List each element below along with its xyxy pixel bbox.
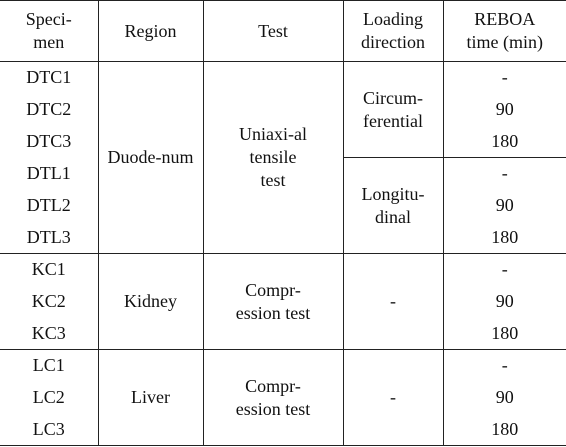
time-cell: - <box>442 349 566 382</box>
table-row: LC1 Liver Compr-ession test - - <box>0 349 566 446</box>
direction-cell: - <box>342 253 443 350</box>
header-cell: Loading direction <box>342 0 443 62</box>
time-cell: - <box>442 253 566 286</box>
specimen-cell: DTC2 <box>26 99 72 119</box>
cell-line: ferential <box>363 110 423 131</box>
region-cell: Duode-num <box>97 61 203 254</box>
table-body: DTC1 Duode-num Uniaxi-al tensile test Circum-… <box>0 61 566 446</box>
test-cell: Compr-ession test <box>202 349 343 446</box>
specimen-cell: DTL3 <box>26 226 71 247</box>
direction-cell: Circum-ferential <box>342 61 443 158</box>
specimen-cell: KC3 <box>31 322 66 343</box>
header-cell: Region <box>97 0 203 62</box>
table-row: LC3 180 <box>0 413 566 446</box>
cell-line: - <box>390 291 396 311</box>
specimen-cell: LC2 <box>32 387 65 407</box>
specimen-cell: DTC3 <box>26 131 72 151</box>
specimen-cell: KC2 <box>31 291 66 311</box>
test-cell: Uniaxi-al tensile test <box>202 61 343 254</box>
time-cell: 180 <box>442 125 566 158</box>
time-cell: 90 <box>442 189 566 222</box>
header-cell: Speci-men <box>0 0 98 62</box>
specimen-cell: DTC1 <box>0 61 98 94</box>
cell-line: - <box>390 387 396 407</box>
time-cell: 90 <box>442 285 566 318</box>
table-row: DTL1 Longitu-dinal - <box>0 157 566 254</box>
cell-line: Loading <box>363 9 423 29</box>
time-cell: 180 <box>442 413 566 446</box>
time-cell: 90 <box>442 381 566 414</box>
cell-line: Region <box>124 20 177 41</box>
cell-line: dinal <box>375 206 411 227</box>
cell-line: REBOA <box>474 9 536 29</box>
header-row: Speci-men Region Test Loading direction REBOA… <box>0 0 566 62</box>
cell-line: Test <box>258 20 288 41</box>
cell-line: Compr- <box>245 279 301 300</box>
cell-line: time (min) <box>466 32 543 52</box>
header-cell: REBOA time (min) <box>442 0 566 62</box>
specimen-cell: KC1 <box>0 253 98 286</box>
cell-line: ession test <box>235 398 311 419</box>
table-row: LC2 90 <box>0 381 566 414</box>
time-cell: 90 <box>442 93 566 126</box>
test-cell: Compr-ession test <box>202 253 343 350</box>
time-cell: - <box>442 61 566 94</box>
table-row: DTC3 180 <box>0 125 566 158</box>
specimen-cell: LC3 <box>32 418 65 439</box>
table-row: DTL3 180 <box>0 221 566 254</box>
table-row: KC3 180 <box>0 317 566 350</box>
cell-line: Circum- <box>363 87 423 108</box>
specimen-cell: DTL2 <box>26 195 71 215</box>
region-cell: Liver <box>97 349 203 446</box>
table-row: KC1 Kidney Compr-ession test - - <box>0 253 566 350</box>
table-row: KC2 90 <box>0 285 566 318</box>
cell-line: Speci- <box>25 9 72 29</box>
table-header: Speci-men Region Test Loading direction REBOA… <box>0 0 566 62</box>
cell-line: ession test <box>235 302 311 323</box>
time-cell: 180 <box>442 317 566 350</box>
table-row: DTC2 90 <box>0 93 566 126</box>
cell-line: direction <box>361 32 425 52</box>
cell-line: men <box>33 32 65 52</box>
direction-cell: - <box>342 349 443 446</box>
table-row: DTC1 Duode-num Uniaxi-al tensile test Circum-… <box>0 61 566 254</box>
region-cell: Kidney <box>97 253 203 350</box>
time-cell: 180 <box>442 221 566 254</box>
table-row: DTL2 90 <box>0 189 566 222</box>
specimen-cell: DTL1 <box>26 163 71 183</box>
cell-line: Compr- <box>245 375 301 396</box>
cell-line: test <box>260 170 286 190</box>
direction-cell: Longitu-dinal <box>342 157 443 254</box>
cell-line: Longitu- <box>361 183 425 204</box>
specimen-cell: LC1 <box>0 349 98 382</box>
time-cell: - <box>442 157 566 190</box>
cell-line: Uniaxi-al <box>239 124 307 144</box>
cell-line: tensile <box>249 147 297 167</box>
header-cell: Test <box>202 0 343 62</box>
